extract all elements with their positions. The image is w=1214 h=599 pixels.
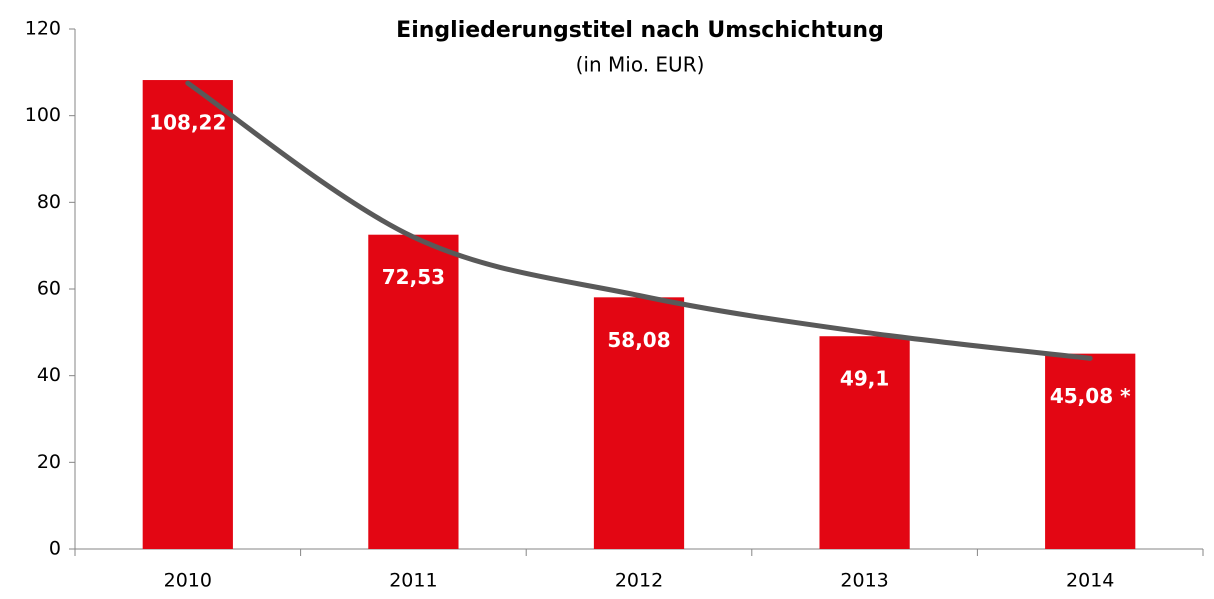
x-tick-label: 2011 xyxy=(389,570,437,592)
data-label: 45,08 * xyxy=(1050,384,1131,408)
x-tick-label: 2013 xyxy=(840,570,888,592)
y-tick-label: 60 xyxy=(37,278,61,300)
y-tick-label: 40 xyxy=(37,364,61,386)
x-tick-label: 2014 xyxy=(1066,570,1114,592)
data-label: 72,53 xyxy=(382,265,445,289)
chart-title: Eingliederungstitel nach Umschichtung xyxy=(396,18,884,43)
chart-subtitle: (in Mio. EUR) xyxy=(576,53,705,77)
y-tick-label: 100 xyxy=(25,104,61,126)
y-tick-label: 20 xyxy=(37,451,61,473)
y-tick-label: 80 xyxy=(37,191,61,213)
x-tick-label: 2012 xyxy=(615,570,663,592)
x-tick-label: 2010 xyxy=(164,570,212,592)
data-label: 58,08 xyxy=(607,328,670,352)
data-label: 108,22 xyxy=(149,111,226,135)
data-label: 49,1 xyxy=(840,367,889,391)
bar xyxy=(368,234,459,549)
bar xyxy=(1045,353,1136,549)
bar xyxy=(593,297,685,549)
trend-line xyxy=(185,80,1093,361)
bar xyxy=(142,80,233,550)
bar xyxy=(819,336,910,549)
y-tick-label: 120 xyxy=(25,18,61,40)
y-tick-label: 0 xyxy=(49,538,61,560)
